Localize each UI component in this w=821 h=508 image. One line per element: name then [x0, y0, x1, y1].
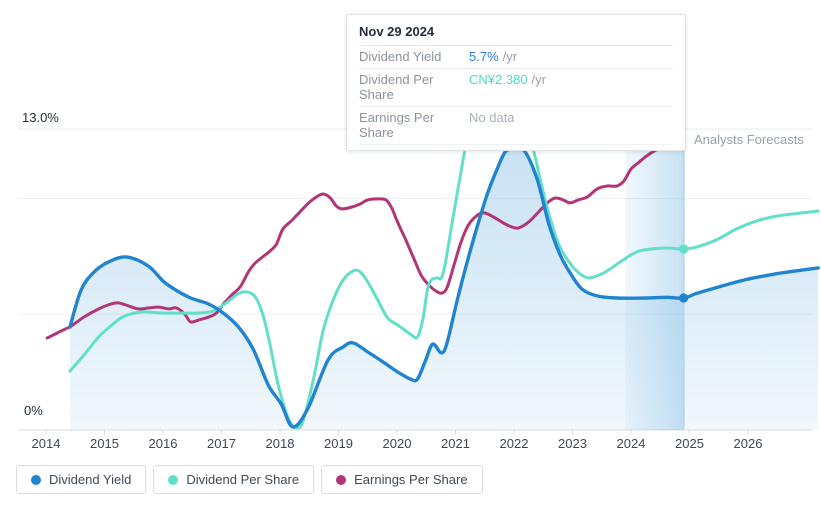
tooltip-value: CN¥2.380 — [469, 72, 528, 87]
x-tick-label: 2017 — [207, 436, 236, 451]
dividend-yield-marker[interactable] — [679, 293, 689, 303]
legend-item-dividend-per-share[interactable]: Dividend Per Share — [153, 465, 315, 494]
x-tick-label: 2023 — [558, 436, 587, 451]
tooltip-row-earnings-per-share: Earnings Per Share No data — [359, 107, 673, 145]
x-axis-labels: 2014 2015 2016 2017 2018 2019 2020 2021 2022 2023… — [0, 436, 821, 454]
dividend-per-share-dot-icon — [168, 474, 179, 485]
x-tick-label: 2014 — [31, 436, 61, 451]
legend-item-dividend-yield[interactable]: Dividend Yield — [16, 465, 147, 494]
tooltip-value: No data — [469, 110, 515, 125]
earnings-per-share-dot-icon — [336, 474, 347, 485]
y-axis-min-label: 0% — [24, 403, 43, 418]
past-band — [625, 129, 684, 430]
dividend-yield-line — [68, 146, 820, 429]
x-tick-label: 2020 — [382, 436, 412, 451]
dividend-per-share-line — [68, 125, 820, 430]
tooltip-row-dividend-yield: Dividend Yield 5.7% /yr — [359, 46, 673, 69]
forecast-region-label: Analysts Forecasts — [694, 132, 804, 147]
tooltip: Nov 29 2024 Dividend Yield 5.7% /yr Divi… — [346, 14, 686, 151]
legend-label: Dividend Yield — [49, 472, 132, 487]
tooltip-label: Dividend Per Share — [359, 72, 434, 102]
x-tick-label: 2015 — [90, 436, 119, 451]
earnings-per-share-line — [45, 142, 678, 340]
x-tick-label: 2025 — [675, 436, 704, 451]
x-tick-label: 2026 — [733, 436, 763, 451]
legend: Dividend Yield Dividend Per Share Earnin… — [16, 465, 483, 494]
legend-label: Dividend Per Share — [186, 472, 300, 487]
legend-item-earnings-per-share[interactable]: Earnings Per Share — [321, 465, 483, 494]
tooltip-unit: /yr — [502, 49, 518, 64]
legend-label: Earnings Per Share — [354, 472, 468, 487]
y-axis-max-label: 13.0% — [22, 110, 59, 125]
x-tick-label: 2016 — [148, 436, 178, 451]
tooltip-label: Earnings Per Share — [359, 110, 435, 140]
tooltip-date: Nov 29 2024 — [359, 22, 673, 46]
dividend-yield-dot-icon — [31, 474, 41, 485]
tooltip-label: Dividend Yield — [359, 49, 442, 64]
dividend-per-share-marker[interactable] — [679, 244, 689, 254]
x-tick-label: 2021 — [441, 436, 470, 451]
x-tick-label: 2022 — [499, 436, 529, 451]
x-tick-label: 2024 — [616, 436, 646, 451]
tooltip-value: 5.7% — [469, 49, 499, 64]
tooltip-unit: /yr — [531, 72, 546, 87]
x-tick-label: 2019 — [324, 436, 353, 451]
tooltip-row-dividend-per-share: Dividend Per Share CN¥2.380 /yr — [359, 69, 673, 107]
x-tick-label: 2018 — [265, 436, 295, 451]
